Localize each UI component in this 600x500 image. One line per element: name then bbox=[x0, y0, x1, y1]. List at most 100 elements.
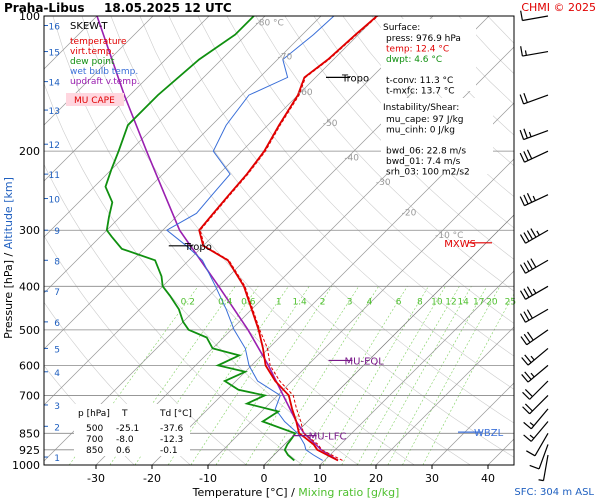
wind-barb-staff bbox=[526, 329, 549, 346]
altitude-tick-label: 6 bbox=[54, 319, 60, 329]
wind-barb bbox=[521, 347, 549, 366]
table-cell: 700 bbox=[86, 435, 103, 445]
table-header: p [hPa] bbox=[78, 409, 110, 419]
y-axis-title: Pressure [hPa] bbox=[2, 260, 15, 339]
altitude-tick-label: 4 bbox=[54, 369, 60, 379]
table-cell: -0.1 bbox=[160, 446, 178, 456]
isotherm bbox=[319, 270, 514, 465]
legend-entry: dew point bbox=[70, 57, 115, 67]
instability-line: bwd_01: 7.4 m/s bbox=[386, 157, 461, 167]
wind-barb-feather bbox=[519, 152, 525, 163]
surface-line: t-mxfc: 13.7 °C bbox=[386, 87, 455, 97]
surface-block-bg bbox=[381, 19, 476, 91]
wind-barb-half bbox=[536, 230, 540, 236]
marker-label: WBZL bbox=[474, 428, 504, 439]
isotherm-label: -10 °C bbox=[435, 231, 463, 241]
wind-barb-feather bbox=[520, 336, 528, 346]
wind-barb-feather bbox=[526, 149, 533, 160]
altitude-tick-label: 3 bbox=[54, 402, 60, 412]
instability-line: mu_cape: 97 J/kg bbox=[386, 115, 464, 125]
table-cell: -37.6 bbox=[160, 424, 184, 434]
wind-barb bbox=[529, 444, 549, 470]
y-axis-separator: / bbox=[2, 249, 15, 260]
mixing-ratio-label: 0.4 bbox=[218, 297, 233, 307]
wind-barb-half bbox=[530, 355, 535, 361]
isotherm-label: -70 bbox=[277, 53, 292, 63]
wind-barb-feather bbox=[519, 234, 527, 244]
table-cell: -12.3 bbox=[160, 435, 183, 445]
altitude-tick-label: 10 bbox=[49, 196, 61, 206]
x-tick-label: 20 bbox=[369, 472, 383, 485]
x-tick-label: 0 bbox=[261, 472, 268, 485]
legend-entry: temperature bbox=[70, 37, 127, 47]
wind-barb-feather bbox=[523, 421, 532, 430]
legend-entry: wet bulb temp. bbox=[70, 67, 138, 77]
altitude-tick-label: 7 bbox=[54, 288, 60, 298]
dry-adiabat bbox=[255, 16, 514, 292]
wind-barb bbox=[519, 128, 549, 141]
wind-barb-feather bbox=[523, 434, 532, 442]
isotherm-label: -50 bbox=[323, 119, 338, 129]
wind-barb-staff bbox=[538, 444, 549, 470]
x-tick-label: 10 bbox=[313, 472, 327, 485]
datetime-title: 18.05.2025 12 UTC bbox=[104, 1, 232, 15]
wind-barb-half bbox=[529, 434, 535, 439]
wind-barb-staff bbox=[534, 433, 549, 457]
dry-adiabat bbox=[313, 16, 514, 229]
mixing-ratio-label: 14 bbox=[457, 297, 469, 307]
isotherm-label: -80 °C bbox=[255, 19, 283, 29]
wind-barb-staff bbox=[522, 15, 549, 22]
wind-barb-feather bbox=[519, 94, 525, 105]
wind-barb-feather bbox=[530, 258, 537, 268]
table-bg bbox=[74, 404, 190, 456]
table-cell: 850 bbox=[86, 446, 103, 456]
surface-line: press: 976.9 hPa bbox=[386, 34, 461, 44]
surface-title: Surface: bbox=[383, 23, 420, 33]
mixing-ratio-label: 2 bbox=[320, 297, 326, 307]
x-axis-title: Temperature [°C] bbox=[192, 486, 288, 499]
wind-barb-feather bbox=[526, 192, 533, 203]
wind-barb-feather bbox=[524, 354, 532, 363]
wind-barb-feather bbox=[523, 262, 530, 272]
wind-barb bbox=[523, 408, 549, 430]
isotherm-label: -30 bbox=[376, 178, 391, 188]
wind-barb-staff bbox=[542, 454, 549, 481]
wind-barb-feather bbox=[520, 10, 523, 21]
mixing-ratio-label: 20 bbox=[486, 297, 498, 307]
altitude-tick-label: 13 bbox=[49, 107, 60, 117]
x-tick-label: -10 bbox=[199, 472, 217, 485]
dry-adiabat bbox=[226, 16, 514, 324]
isotherm bbox=[263, 214, 514, 465]
dry-adiabat bbox=[168, 16, 514, 390]
wind-barb-feather bbox=[519, 196, 525, 206]
station-title: Praha-Libus bbox=[4, 1, 84, 15]
wind-barb bbox=[538, 454, 549, 482]
wind-barb-half bbox=[538, 479, 544, 482]
instability-line: bwd_06: 22.8 m/s bbox=[386, 147, 466, 157]
marker-label: MU-EQL bbox=[345, 356, 385, 367]
table-header: T bbox=[121, 409, 128, 419]
marker-label: MU-LFC bbox=[309, 432, 347, 443]
surface-line: t-conv: 11.3 °C bbox=[386, 76, 453, 86]
altitude-tick-label: 12 bbox=[49, 141, 60, 151]
wind-barb-staff bbox=[530, 408, 549, 430]
altitude-tick-label: 9 bbox=[54, 227, 60, 237]
pressure-tick-label: 600 bbox=[19, 359, 40, 372]
altitude-tick-label: 16 bbox=[49, 23, 61, 33]
isotherm-label: -40 bbox=[344, 154, 359, 164]
level-table: p [hPa] T Td [°C] 500 -25.1 -37.6 700 -8.0 -12.3… bbox=[74, 404, 192, 456]
instability-line: srh_03: 100 m2/s2 bbox=[386, 168, 470, 178]
altitude-tick-label: 14 bbox=[49, 79, 61, 89]
wind-barb-feather bbox=[519, 290, 527, 300]
x-axis-label: Temperature [°C] / Mixing ratio [g/kg] bbox=[192, 486, 400, 499]
isotherm bbox=[44, 16, 434, 406]
wind-barb bbox=[520, 329, 549, 346]
pressure-tick-label: 200 bbox=[19, 145, 40, 158]
wind-barb-feather bbox=[523, 128, 528, 139]
wind-barb-feather bbox=[523, 311, 530, 321]
wind-barb bbox=[519, 92, 549, 105]
mixing-ratio-label: 1.4 bbox=[292, 297, 307, 307]
wind-barb-feather bbox=[527, 331, 534, 341]
